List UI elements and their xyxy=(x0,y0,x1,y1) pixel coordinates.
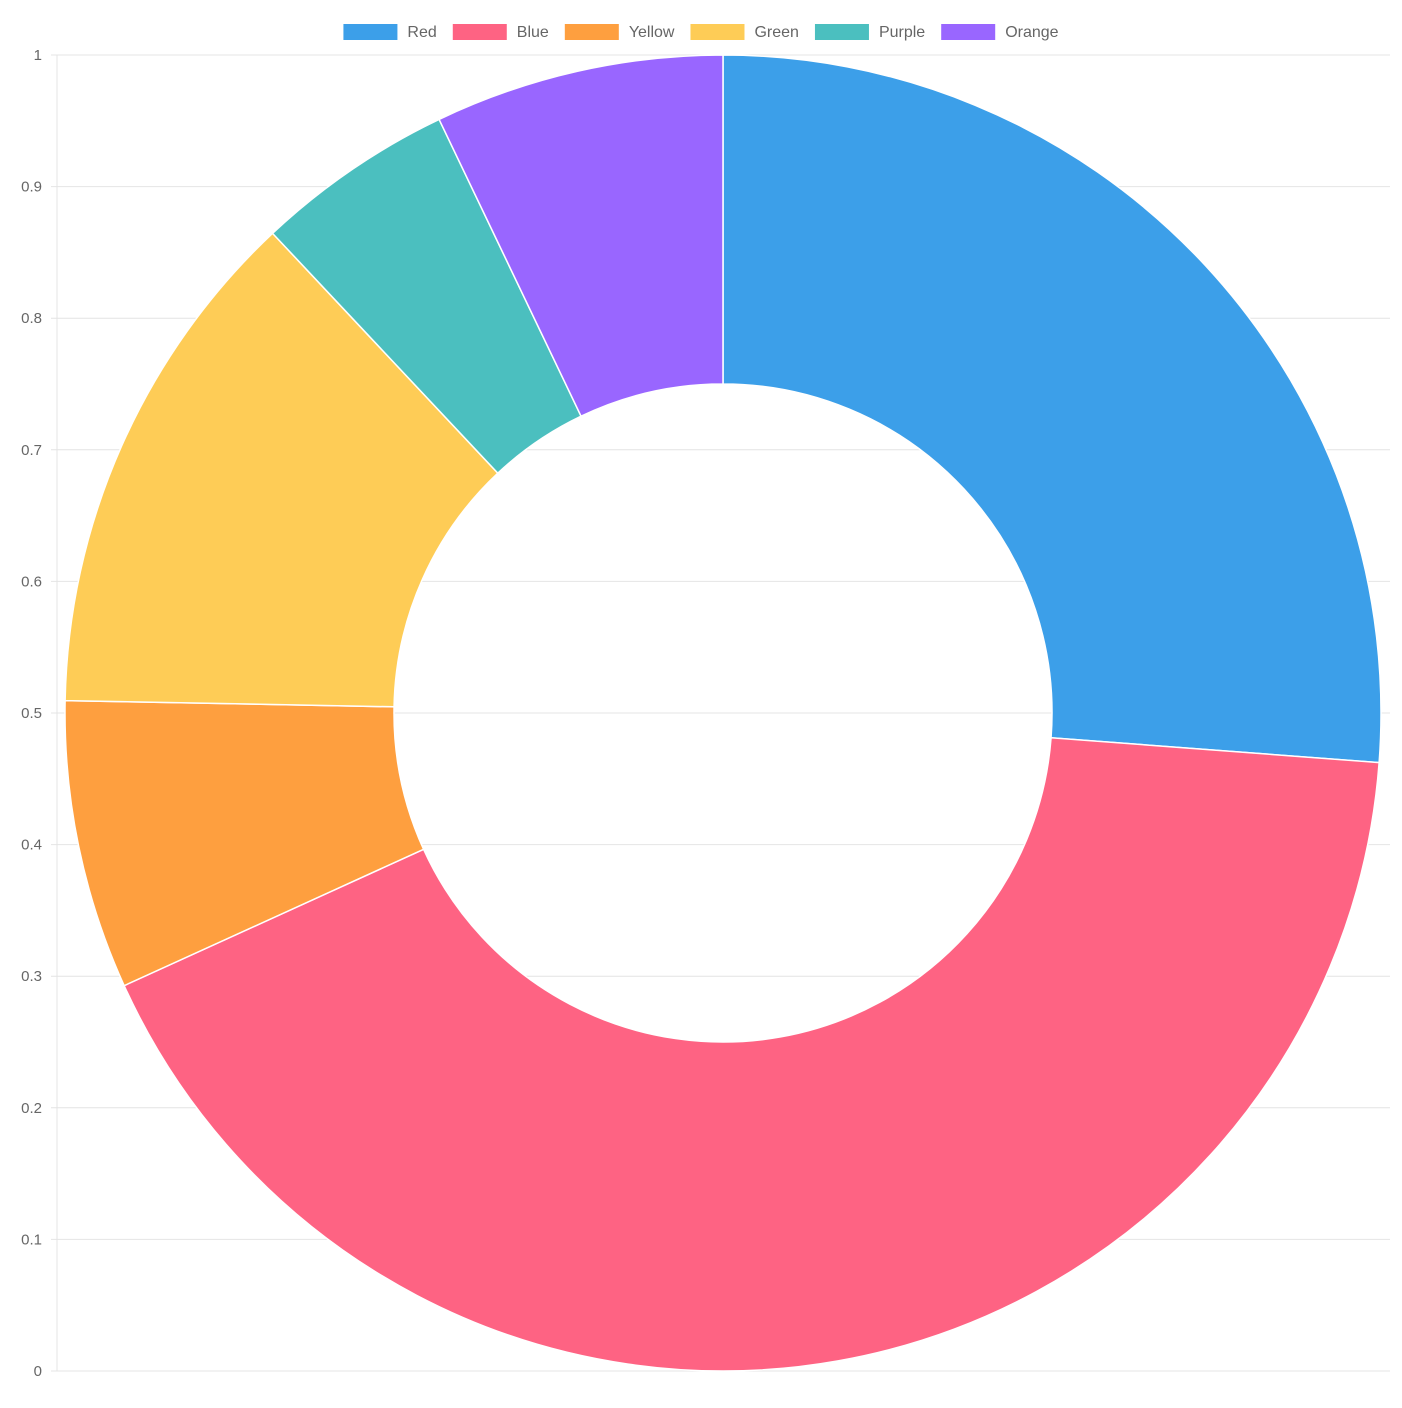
y-tick-label: 0.5 xyxy=(21,705,42,722)
legend-swatch xyxy=(941,24,996,40)
y-tick-label: 0.8 xyxy=(21,310,42,327)
y-tick-label: 0.1 xyxy=(21,1231,42,1248)
legend-label: Red xyxy=(407,24,436,41)
legend-item-yellow[interactable]: Yellow xyxy=(564,24,675,41)
legend-swatch xyxy=(690,24,745,40)
y-tick-label: 0.3 xyxy=(21,968,42,985)
legend-label: Blue xyxy=(517,24,549,41)
legend-label: Orange xyxy=(1005,24,1058,41)
legend-swatch xyxy=(564,24,619,40)
legend-label: Green xyxy=(754,24,798,41)
y-tick-label: 1 xyxy=(34,47,42,64)
legend-item-orange[interactable]: Orange xyxy=(941,24,1059,41)
slice-red[interactable] xyxy=(722,54,1382,764)
slice-green[interactable] xyxy=(64,232,499,708)
y-tick-label: 0.4 xyxy=(21,837,42,854)
y-tick-label: 0.7 xyxy=(21,442,42,459)
legend-item-blue[interactable]: Blue xyxy=(452,24,549,41)
legend-item-purple[interactable]: Purple xyxy=(814,24,925,41)
legend-swatch xyxy=(343,24,398,40)
doughnut-slices xyxy=(64,54,1382,1372)
legend-item-red[interactable]: Red xyxy=(343,24,437,41)
legend-item-green[interactable]: Green xyxy=(690,24,799,41)
y-tick-label: 0.9 xyxy=(21,179,42,196)
legend-label: Purple xyxy=(879,24,925,41)
y-tick-label: 0.2 xyxy=(21,1100,42,1117)
legend-swatch xyxy=(452,24,507,40)
legend-label: Yellow xyxy=(629,24,675,41)
slice-blue[interactable] xyxy=(123,736,1380,1372)
legend: Red Blue Yellow Green Purple Orange xyxy=(343,24,1059,41)
y-tick-label: 0.6 xyxy=(21,573,42,590)
legend-swatch xyxy=(814,24,869,40)
y-axis: 0 0.1 0.2 0.3 0.4 0.5 0.6 0.7 0.8 0.9 1 xyxy=(21,47,42,1380)
slice-orange[interactable] xyxy=(438,54,724,418)
y-tick-label: 0 xyxy=(34,1363,42,1380)
